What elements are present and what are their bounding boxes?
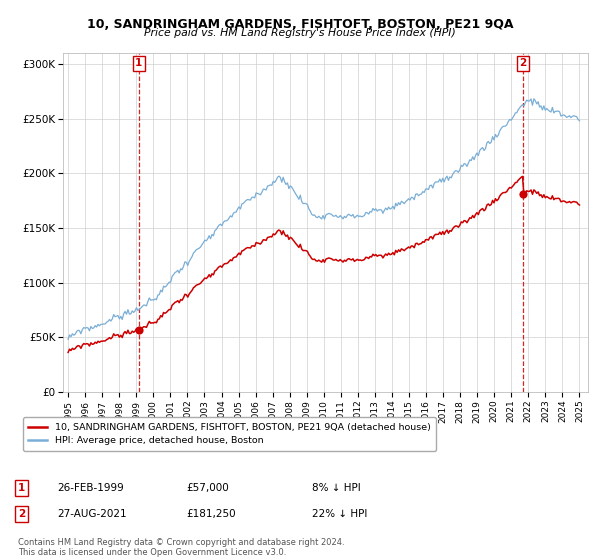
Text: Contains HM Land Registry data © Crown copyright and database right 2024.
This d: Contains HM Land Registry data © Crown c… (18, 538, 344, 557)
Text: Price paid vs. HM Land Registry's House Price Index (HPI): Price paid vs. HM Land Registry's House … (144, 28, 456, 38)
Text: 22% ↓ HPI: 22% ↓ HPI (312, 509, 367, 519)
Text: 8% ↓ HPI: 8% ↓ HPI (312, 483, 361, 493)
Text: 1: 1 (135, 58, 142, 68)
Text: 2: 2 (519, 58, 526, 68)
Text: £57,000: £57,000 (186, 483, 229, 493)
Point (518, 189, 527, 198)
Text: £181,250: £181,250 (186, 509, 236, 519)
Point (134, 325, 143, 334)
Text: 26-FEB-1999: 26-FEB-1999 (57, 483, 124, 493)
Legend: 10, SANDRINGHAM GARDENS, FISHTOFT, BOSTON, PE21 9QA (detached house), HPI: Avera: 10, SANDRINGHAM GARDENS, FISHTOFT, BOSTO… (23, 417, 436, 451)
Text: 2: 2 (18, 509, 25, 519)
Text: 10, SANDRINGHAM GARDENS, FISHTOFT, BOSTON, PE21 9QA: 10, SANDRINGHAM GARDENS, FISHTOFT, BOSTO… (87, 18, 513, 31)
Text: 1: 1 (18, 483, 25, 493)
Text: 27-AUG-2021: 27-AUG-2021 (57, 509, 127, 519)
